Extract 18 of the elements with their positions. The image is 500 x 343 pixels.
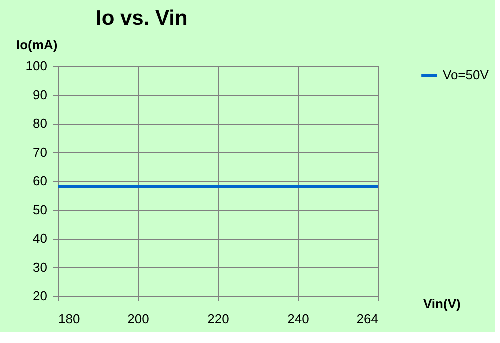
x-axis-title: Vin(V): [424, 296, 461, 312]
legend-label: Vo=50V: [443, 68, 490, 82]
x-tick-label: 180: [58, 312, 80, 326]
y-tick-label: 50: [33, 202, 48, 218]
y-tick-label: 80: [33, 116, 48, 131]
y-tick-label: 90: [33, 87, 48, 102]
y-tick-label: 60: [33, 174, 48, 188]
chart-title: Io vs. Vin: [96, 7, 188, 30]
y-tick-label: 30: [33, 260, 48, 275]
y-tick-label: 40: [33, 231, 48, 246]
y-tick-label: 100: [26, 58, 48, 74]
y-tick-label: 70: [33, 144, 48, 160]
x-tick-label: 200: [128, 312, 150, 326]
y-tick-label: 20: [33, 288, 48, 304]
x-tick-label: 240: [288, 312, 310, 326]
y-axis-title: Io(mA): [16, 38, 58, 52]
x-tick-label: 220: [208, 312, 230, 326]
x-tick-label: 264: [356, 312, 378, 326]
